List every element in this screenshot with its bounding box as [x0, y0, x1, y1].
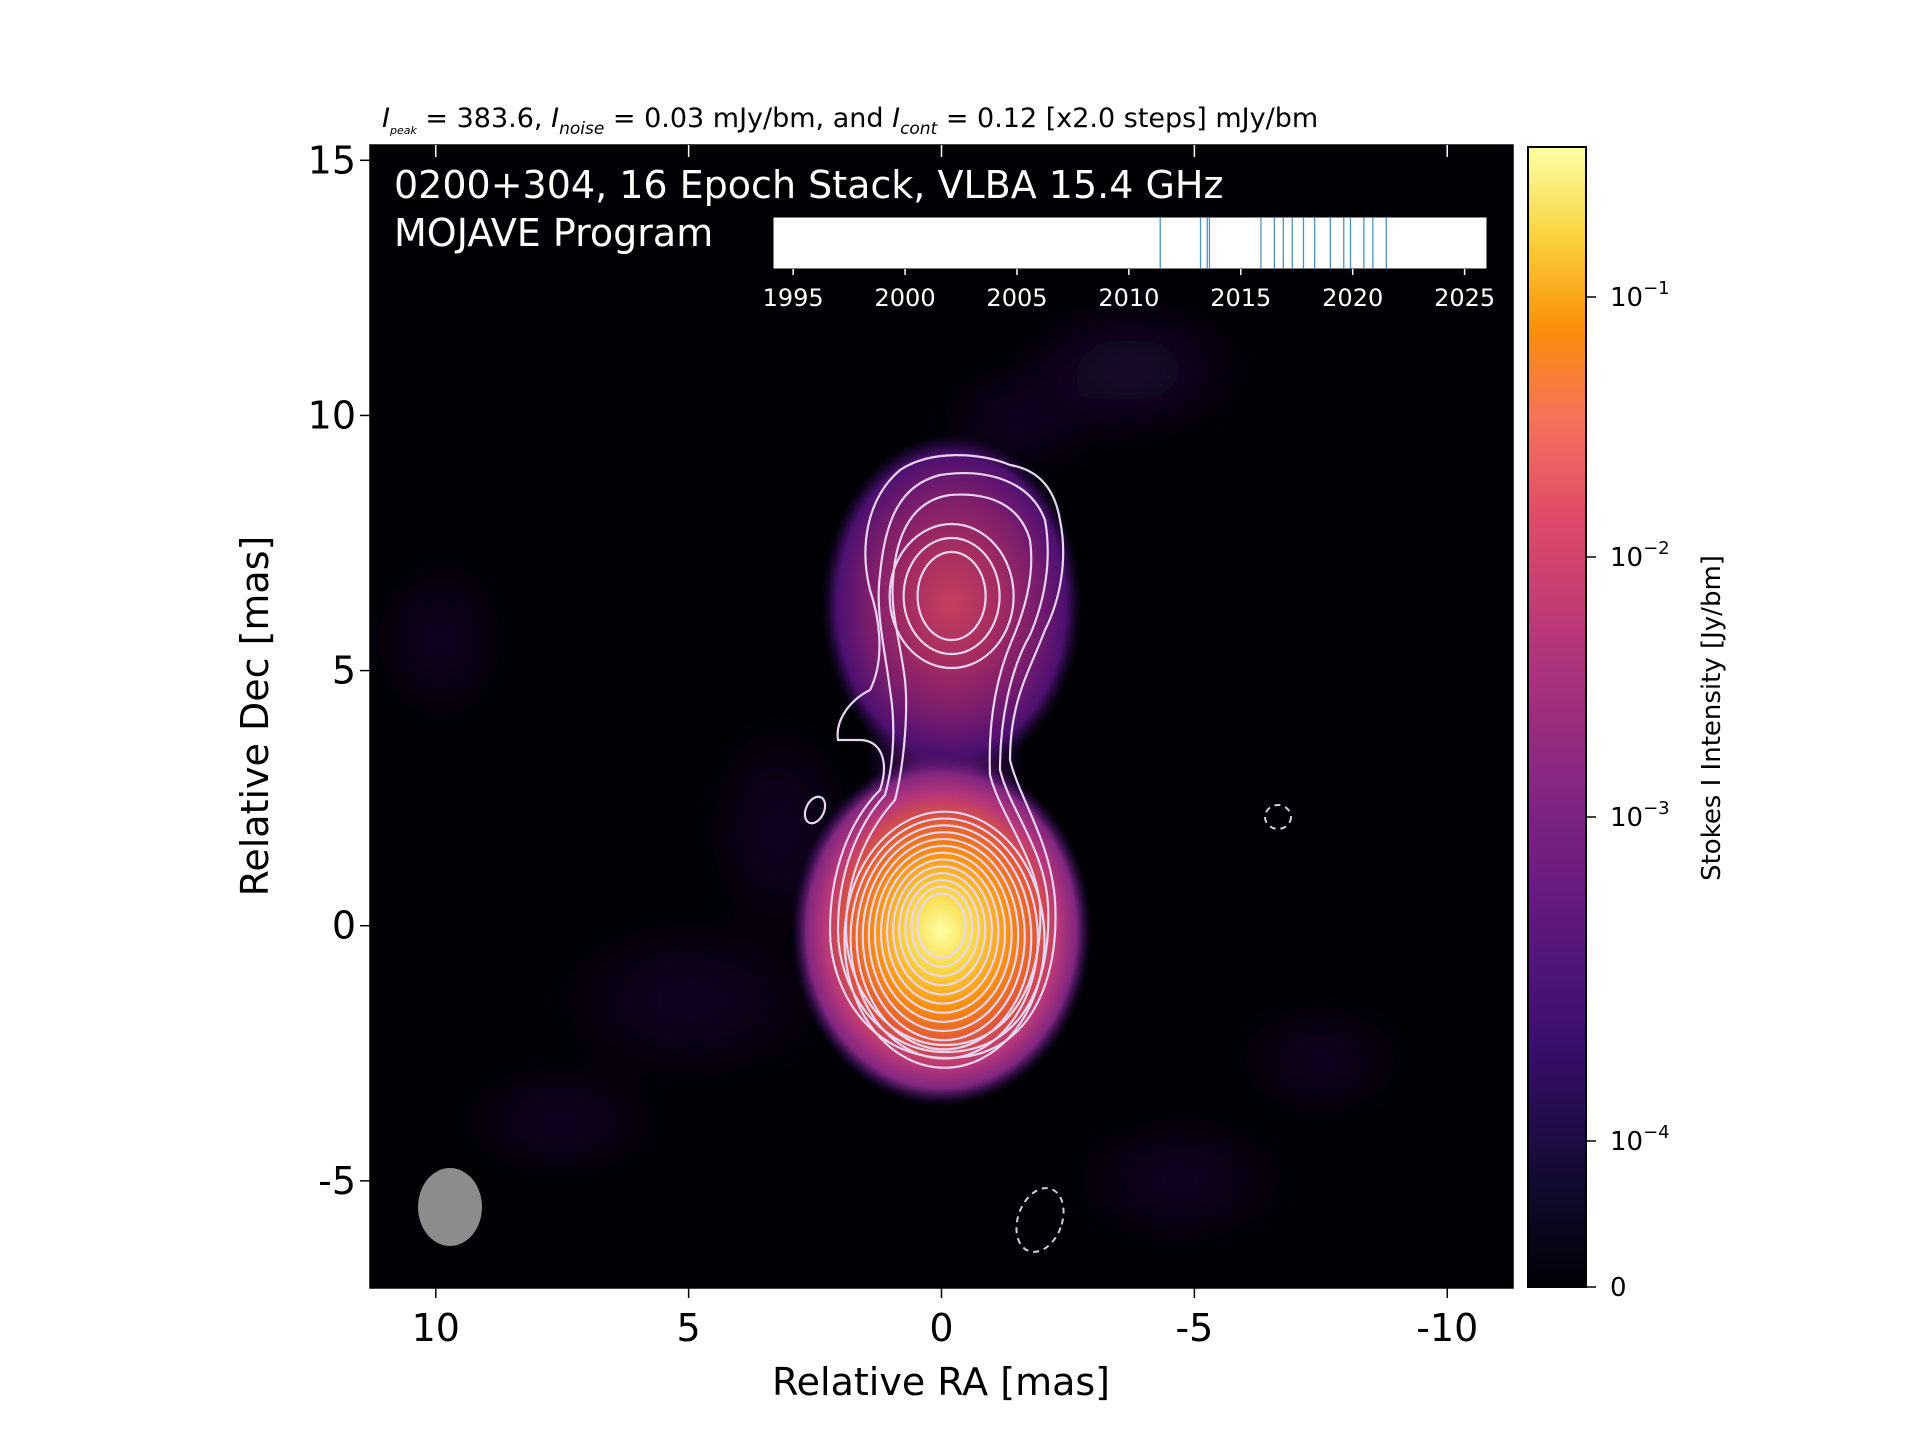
- contour: [898, 872, 987, 987]
- contour: [904, 878, 980, 978]
- epoch-markers: [1159, 217, 1387, 269]
- y-tick-label: 10: [308, 393, 356, 437]
- contour: [888, 522, 1015, 670]
- timeline-ticks: 1995 2000 2005 2010 2015 2020 2025: [763, 269, 1495, 312]
- contour: [885, 858, 1000, 1005]
- colorbar-tick-label: 10−1: [1610, 278, 1670, 313]
- y-tick-label: 0: [332, 904, 356, 948]
- x-tick-label: -10: [1416, 1306, 1478, 1350]
- overlay-title-line1: 0200+304, 16 Epoch Stack, VLBA 15.4 GHz: [394, 163, 1223, 207]
- colorbar-tick-label: 10−2: [1610, 538, 1670, 573]
- timeline-tick-label: 2000: [875, 284, 936, 312]
- x-tick-label: 0: [929, 1306, 953, 1350]
- contour: [879, 851, 1007, 1014]
- contour: [916, 892, 967, 959]
- timeline-tick-label: 2010: [1098, 284, 1159, 312]
- contour: [892, 865, 993, 996]
- contour: [849, 817, 1040, 1060]
- negative-contour: [1264, 804, 1292, 830]
- y-tick-label: 5: [332, 649, 356, 693]
- negative-contour: [1015, 1187, 1065, 1253]
- y-tick-label: -5: [318, 1159, 356, 1203]
- overlay-title-line2: MOJAVE Program: [394, 211, 713, 255]
- x-tick-label: -5: [1175, 1306, 1213, 1350]
- colorbar-label: Stokes I Intensity [Jy/bm]: [1697, 555, 1727, 881]
- contour: [910, 885, 974, 968]
- y-axis-label: Relative Dec [mas]: [233, 536, 277, 897]
- jet-component: [821, 434, 1082, 775]
- timeline-tick-label: 2025: [1434, 284, 1495, 312]
- contour: [844, 493, 1042, 1047]
- colorbar-tick-label: 0: [1610, 1273, 1627, 1303]
- x-axis-ticks: 10 5 0 -5 -10: [412, 145, 1478, 1350]
- colorbar-frame: [1527, 146, 1587, 1288]
- timeline-tick-label: 2015: [1210, 284, 1271, 312]
- colorbar-tick-label: 10−3: [1610, 798, 1670, 833]
- intensity-caption: Ipeak = 383.6, Inoise = 0.03 mJy/bm, and…: [382, 103, 1318, 139]
- timeline-tick-label: 1995: [763, 284, 824, 312]
- contour: [873, 844, 1013, 1023]
- y-axis-ticks: -5 0 5 10 15: [308, 138, 370, 1203]
- timeline-tick-label: 2005: [986, 284, 1047, 312]
- core-component: [791, 755, 1092, 1106]
- contour: [803, 795, 827, 825]
- beam-ellipse: [418, 1168, 482, 1246]
- colorbar-ticks: 0 10−4 10−3 10−2 10−1: [1586, 278, 1670, 1303]
- y-tick-label: 15: [308, 138, 356, 182]
- x-tick-label: 5: [677, 1306, 701, 1350]
- contour: [861, 831, 1026, 1042]
- x-axis-label: Relative RA [mas]: [772, 1360, 1110, 1404]
- contour: [843, 810, 1046, 1069]
- image-axes: 0200+304, 16 Epoch Stack, VLBA 15.4 GHz …: [233, 138, 1514, 1404]
- contour-lines: [803, 454, 1065, 1069]
- timeline-tick-label: 2020: [1322, 284, 1383, 312]
- contour: [836, 472, 1050, 1054]
- contour-outer: [828, 454, 1065, 1060]
- timeline-box: [772, 216, 1488, 270]
- image-content: 0200+304, 16 Epoch Stack, VLBA 15.4 GHz …: [370, 163, 1410, 1253]
- epoch-timeline: 1995 2000 2005 2010 2015 2020 2025: [763, 216, 1495, 312]
- colorbar-gradient: [1528, 147, 1586, 1287]
- contour: [902, 536, 1001, 656]
- colorbar: 0 10−4 10−3 10−2 10−1 Stokes I Intensity [Jy…: [1527, 146, 1727, 1303]
- contour: [916, 550, 987, 642]
- contour: [855, 824, 1033, 1051]
- background-emission: [370, 300, 1410, 1250]
- colorbar-tick-label: 10−4: [1610, 1122, 1670, 1157]
- contour: [867, 837, 1020, 1033]
- x-tick-label: 10: [412, 1306, 460, 1350]
